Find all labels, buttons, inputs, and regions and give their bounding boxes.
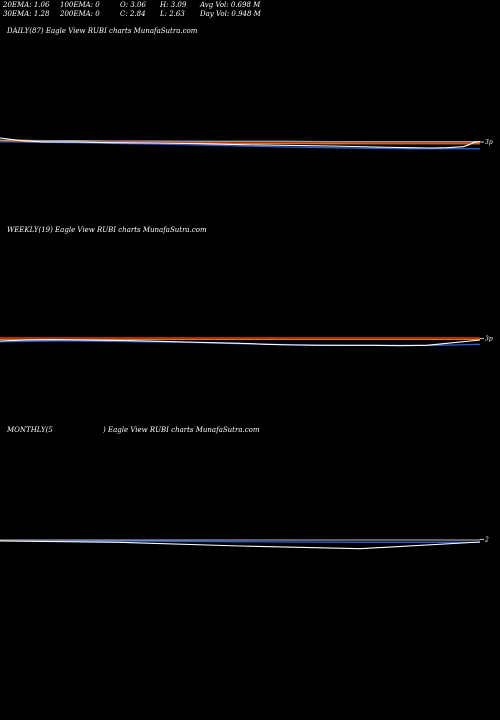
header-avg-vol: Avg Vol: 0.698 M: [200, 1, 261, 9]
header-ema20: 20EMA: 1.06: [3, 1, 50, 9]
header-close: C: 2.84: [120, 10, 146, 18]
weekly-chart: 3p: [0, 336, 493, 347]
daily-ema-line-4: [0, 139, 480, 143]
daily-ema-line-1: [0, 141, 480, 150]
daily-chart: 3p: [0, 137, 493, 150]
monthly-chart-title-right: ) Eagle View RUBI charts MunafaSutra.com: [103, 426, 260, 434]
header-ema100: 100EMA: 0: [60, 1, 100, 9]
monthly-ema-line-1: [0, 540, 480, 543]
monthly-chart: 2: [0, 536, 489, 550]
header-ema30: 30EMA: 1.28: [3, 10, 50, 18]
weekly-price-line-0: [0, 339, 481, 347]
header-day-vol: Day Vol: 0.948 M: [200, 10, 261, 18]
monthly-chart-title-left: MONTHLY(5: [7, 426, 53, 434]
weekly-chart-title: WEEKLY(19) Eagle View RUBI charts Munafa…: [7, 226, 207, 234]
header-open: O: 3.06: [120, 1, 146, 9]
header-ema200: 200EMA: 0: [60, 10, 100, 18]
header-low: L: 2.63: [160, 10, 185, 18]
monthly-axis-tick-label: 2: [484, 536, 489, 543]
daily-axis-tick-label: 3p: [485, 139, 493, 146]
daily-chart-title: DAILY(87) Eagle View RUBI charts MunafaS…: [7, 27, 198, 35]
monthly-price-line-0: [0, 540, 481, 550]
daily-price-line-0: [0, 137, 481, 149]
header-high: H: 3.09: [160, 1, 187, 9]
weekly-axis-tick-label: 3p: [485, 336, 493, 343]
